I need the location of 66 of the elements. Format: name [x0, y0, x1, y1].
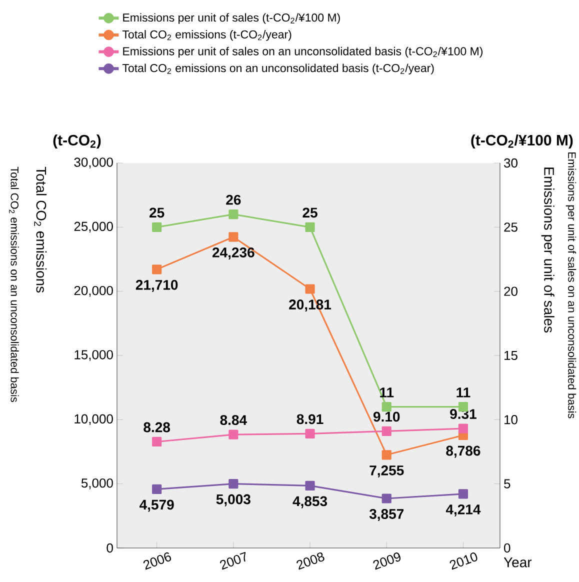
- point: [382, 494, 392, 504]
- data-label: 21,710: [136, 280, 178, 292]
- y2-tick-label: 25: [504, 222, 518, 232]
- data-label: 8.84: [220, 415, 247, 426]
- y2-tick-label: 10: [504, 415, 518, 424]
- y-tick-label: 10,000: [74, 414, 113, 426]
- y-axis-title: Total CO$_{2}$ emissions: [34, 166, 47, 293]
- point: [228, 478, 238, 489]
- y-tick-label: 20,000: [74, 286, 113, 297]
- data-label: 8,786: [446, 446, 480, 458]
- data-label: 8.91: [296, 414, 324, 424]
- point: [228, 232, 238, 242]
- point: [305, 284, 315, 294]
- x-tick-label: 2008: [296, 552, 324, 570]
- point: [152, 264, 162, 274]
- legend-label: Emissions per unit of sales (t-CO$_{2}$/¥100 M): [123, 13, 340, 24]
- y2-tick-label: 5: [504, 479, 510, 488]
- data-label: 4,214: [446, 504, 481, 516]
- point: [228, 430, 238, 440]
- legend-label: Total CO$_{2}$ emissions on an unconsolidated basis (t-CO$_{2}$/year): [122, 64, 434, 74]
- y-tick-label: 15,000: [74, 350, 113, 361]
- data-label: 5,003: [216, 494, 250, 506]
- data-label: 8.28: [144, 422, 170, 432]
- data-label: 11: [380, 388, 394, 398]
- point: [458, 424, 468, 434]
- point: [305, 428, 315, 438]
- y-tick-label: 5,000: [81, 478, 113, 490]
- data-label: 4,853: [292, 496, 328, 508]
- y2-axis-title: Emissions per unit of sales: [541, 168, 554, 333]
- y2-tick-label: 15: [504, 350, 518, 360]
- data-label: 24,236: [212, 247, 254, 260]
- legend-label: Emissions per unit of sales on an unconsolidated basis (t-CO$_{2}$/¥100 M): [123, 46, 482, 58]
- x-axis-title: Year: [504, 558, 532, 568]
- text: (t-CO$_{2}$/¥100 M): [471, 134, 573, 148]
- x-tick-label: 2009: [373, 552, 401, 570]
- data-label: 3,857: [369, 509, 404, 521]
- data-label: 9.10: [373, 412, 400, 422]
- point: [305, 222, 315, 232]
- data-label: 4,579: [140, 500, 174, 512]
- legend-label: Total CO$_{2}$ emissions (t-CO$_{2}$/year): [122, 30, 292, 41]
- point: [152, 436, 162, 447]
- y2-tick-label: 30: [504, 158, 518, 168]
- y2-tick-label: 0: [504, 543, 510, 553]
- data-label: 26: [226, 194, 241, 205]
- point: [382, 402, 392, 412]
- point: [228, 210, 238, 220]
- data-label: 7,255: [370, 465, 404, 478]
- point: [152, 484, 162, 494]
- text: Total CO$_{2}$ emissions on an unconsolidated basis: [9, 166, 19, 402]
- y-tick-label: 25,000: [74, 222, 113, 233]
- y2-tick-label: 20: [504, 286, 518, 296]
- text: (t-CO$_{2}$): [53, 134, 101, 148]
- y-tick-label: 0: [106, 543, 113, 553]
- point: [382, 426, 392, 436]
- point: [152, 222, 162, 232]
- data-label: 11: [456, 388, 470, 398]
- x-tick-label: 2006: [143, 552, 172, 570]
- point: [458, 489, 468, 499]
- data-label: 25: [150, 208, 164, 218]
- point: [382, 450, 392, 460]
- y-tick-label: 30,000: [74, 158, 113, 168]
- x-tick-label: 2007: [220, 552, 246, 570]
- data-label: 25: [302, 208, 318, 218]
- x-tick-label: 2010: [450, 552, 478, 570]
- point: [305, 480, 315, 491]
- text: Emissions per unit of sales on an unconsolidated basis: [566, 152, 576, 418]
